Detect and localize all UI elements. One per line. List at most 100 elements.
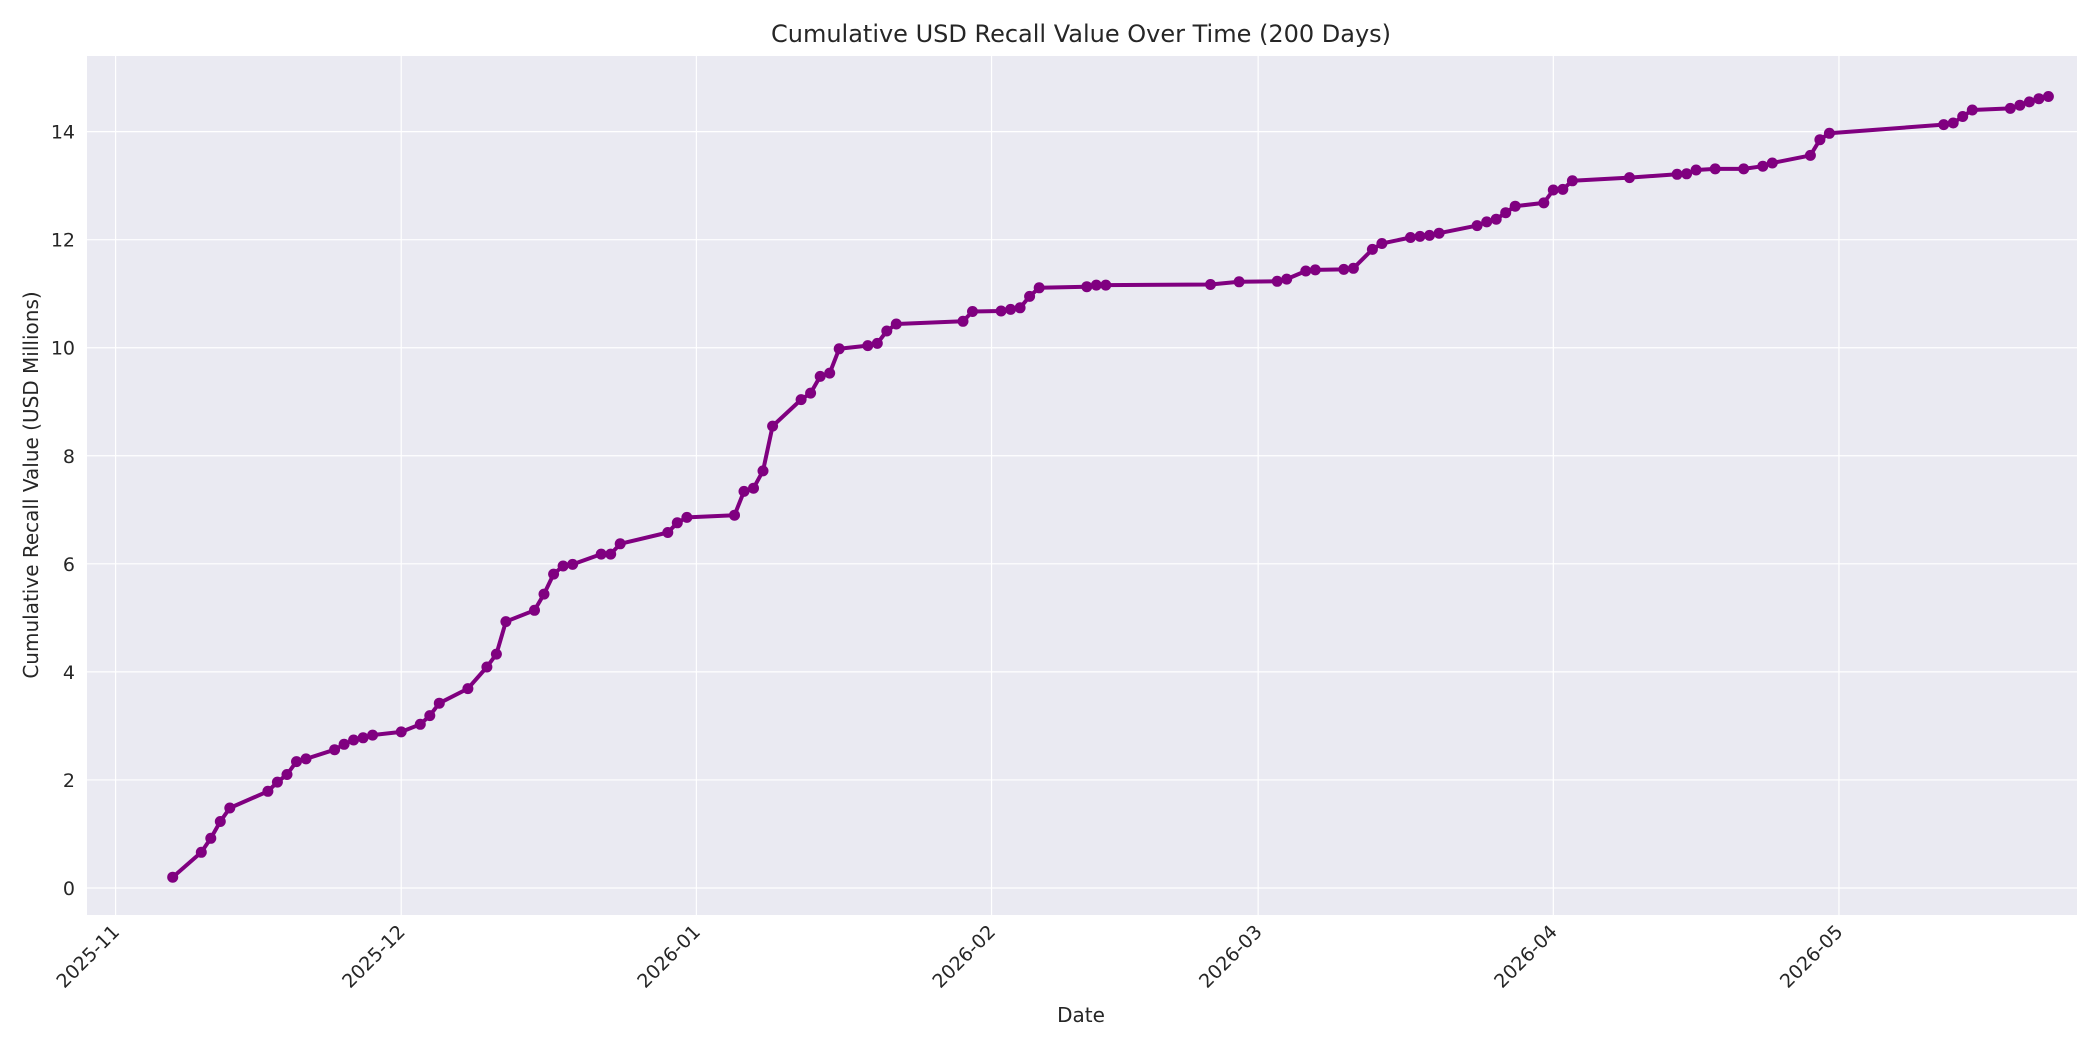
data-point [2014, 99, 2026, 111]
data-point [214, 816, 226, 827]
y-axis-label: Cumulative Recall Value (USD Millions) [19, 291, 43, 678]
data-point [595, 548, 607, 560]
data-point [1624, 172, 1635, 184]
data-point [757, 465, 769, 477]
data-point [1500, 207, 1512, 219]
data-point [1338, 263, 1350, 275]
y-tick-label: 12 [51, 230, 75, 252]
data-point [1281, 273, 1293, 285]
x-tick-label: 2025-12 [338, 921, 410, 993]
data-point [1947, 117, 1959, 129]
data-point [890, 318, 902, 330]
data-point [967, 306, 978, 317]
data-point [1205, 279, 1216, 290]
data-point [1300, 265, 1312, 277]
data-point [871, 337, 883, 349]
data-point [1681, 168, 1693, 180]
x-axis-label: Date [1057, 1003, 1105, 1027]
data-point [1433, 227, 1445, 239]
y-tick-label: 4 [63, 662, 75, 684]
data-point [2004, 102, 2016, 114]
data-point [1490, 213, 1502, 225]
data-point [1090, 279, 1102, 291]
data-point [1376, 238, 1388, 249]
data-point [567, 558, 579, 570]
data-point [414, 718, 426, 730]
y-tick-label: 10 [51, 338, 75, 360]
data-point [671, 517, 683, 529]
data-point [795, 394, 807, 406]
y-tick-label: 0 [63, 878, 75, 900]
data-point [1709, 163, 1721, 175]
data-point [1804, 149, 1816, 161]
x-tick-label: 2026-02 [928, 921, 1000, 993]
data-point [205, 832, 217, 844]
data-point [1547, 184, 1559, 196]
data-point [1414, 230, 1426, 242]
data-point [1309, 264, 1321, 276]
y-axis: 0 2 4 6 8 10 12 14 [51, 122, 75, 900]
data-point [195, 846, 207, 858]
data-point [167, 871, 179, 883]
data-point [748, 482, 759, 494]
y-tick-label: 6 [63, 554, 75, 576]
data-point [881, 325, 893, 337]
data-point [995, 305, 1007, 317]
data-point [1509, 200, 1521, 212]
data-point [1424, 229, 1435, 241]
data-point [862, 340, 874, 352]
data-point [2023, 96, 2035, 108]
data-point [1347, 262, 1359, 274]
data-point [433, 697, 445, 709]
y-tick-label: 2 [63, 770, 75, 792]
data-point [490, 648, 502, 660]
data-point [395, 726, 407, 738]
x-tick-label: 2026-01 [633, 921, 705, 993]
data-point [1766, 157, 1778, 169]
data-point [1081, 281, 1093, 293]
data-point [1823, 127, 1835, 139]
data-point [1481, 216, 1493, 228]
data-point [262, 785, 274, 797]
data-point [833, 343, 845, 355]
x-axis: 2025-11 2025-12 2026-01 2026-02 2026-03 2026-… [52, 921, 1847, 993]
data-point [1814, 134, 1826, 146]
data-point [814, 370, 826, 382]
chart-title: Cumulative USD Recall Value Over Time (2… [771, 20, 1391, 48]
data-point [300, 753, 312, 765]
y-tick-label: 14 [51, 122, 75, 144]
data-point [462, 683, 474, 695]
data-point [291, 756, 302, 768]
data-point [329, 744, 341, 756]
data-point [681, 511, 693, 523]
data-point [367, 729, 379, 741]
data-point [729, 509, 740, 521]
x-tick-label: 2026-05 [1776, 921, 1848, 993]
x-tick-label: 2026-03 [1195, 921, 1267, 993]
data-point [500, 616, 512, 628]
data-point [1271, 275, 1283, 287]
data-point [1690, 164, 1702, 176]
data-point [1024, 290, 1036, 302]
data-point [1557, 183, 1569, 195]
data-point [738, 485, 750, 497]
data-point [2042, 91, 2054, 102]
data-point [557, 560, 569, 572]
data-point [357, 732, 369, 744]
data-point [1100, 279, 1112, 291]
data-point [271, 776, 283, 788]
data-point [605, 548, 617, 560]
data-point [424, 710, 436, 722]
series-markers [167, 91, 2054, 883]
data-point [529, 604, 540, 616]
data-point [2033, 93, 2045, 105]
x-tick-label: 2025-11 [52, 921, 124, 993]
data-point [1538, 197, 1550, 209]
data-point [1566, 175, 1578, 187]
data-point [1014, 302, 1026, 314]
data-point [1471, 220, 1483, 232]
data-point [1738, 163, 1750, 175]
data-point [538, 588, 550, 600]
data-point [1966, 104, 1978, 116]
